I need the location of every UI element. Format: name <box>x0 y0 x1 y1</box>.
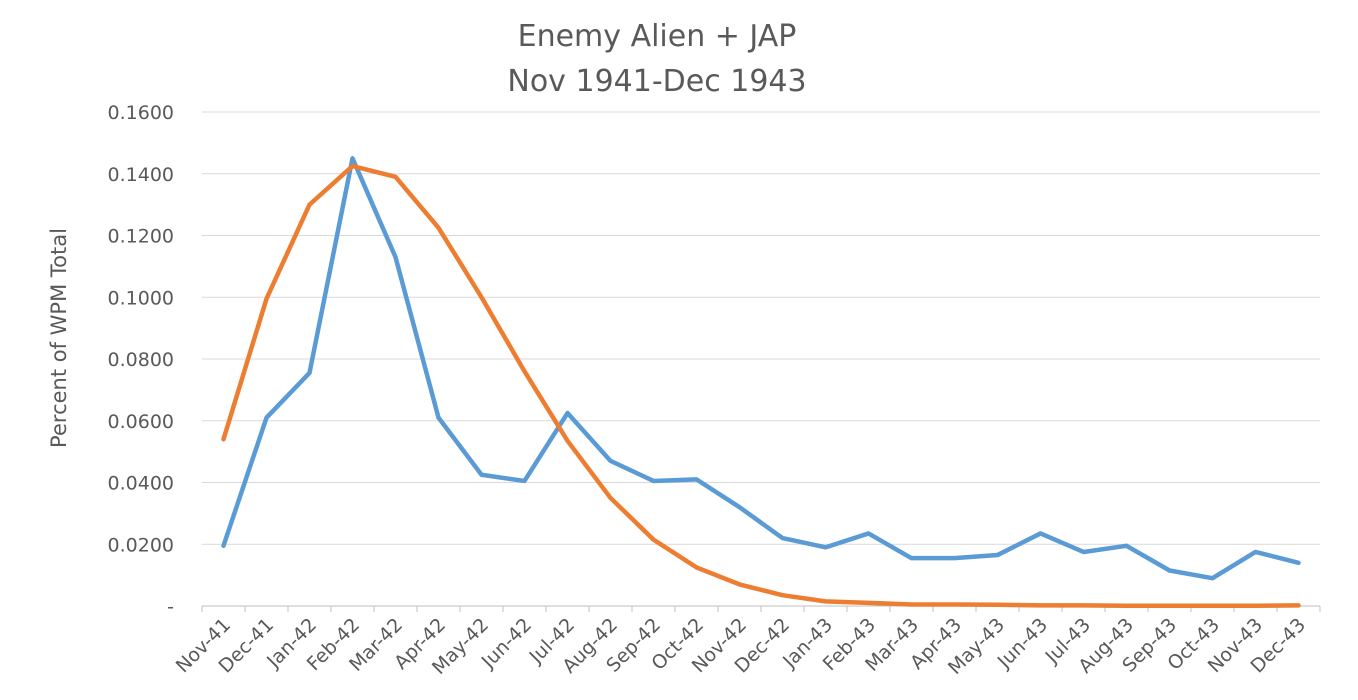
y-tick-label: 0.0600 <box>108 411 174 433</box>
gridlines <box>202 111 1320 545</box>
y-tick-label: 0.1600 <box>108 102 174 124</box>
series-lines <box>221 156 1301 608</box>
y-tick-label: 0.0800 <box>108 349 174 371</box>
tick-labels: - 0.0200 0.0400 0.0600 0.0800 0.1000 0.1200 0.1… <box>108 102 1311 679</box>
series-line-2 <box>221 163 1301 608</box>
y-tick-label: - <box>167 596 174 618</box>
y-tick-label: 0.1200 <box>108 226 174 248</box>
y-tick-label: 0.0200 <box>108 534 174 556</box>
y-axis-label: Percent of WPM Total <box>47 228 71 448</box>
y-tick-label: 0.1000 <box>108 287 174 309</box>
y-tick-label: 0.0400 <box>108 473 174 495</box>
chart-title-line-1: Enemy Alien + JAP <box>518 19 797 54</box>
y-tick-label: 0.1400 <box>108 164 174 186</box>
chart-title-line-2: Nov 1941-Dec 1943 <box>507 64 806 99</box>
series-line-1 <box>221 156 1301 581</box>
